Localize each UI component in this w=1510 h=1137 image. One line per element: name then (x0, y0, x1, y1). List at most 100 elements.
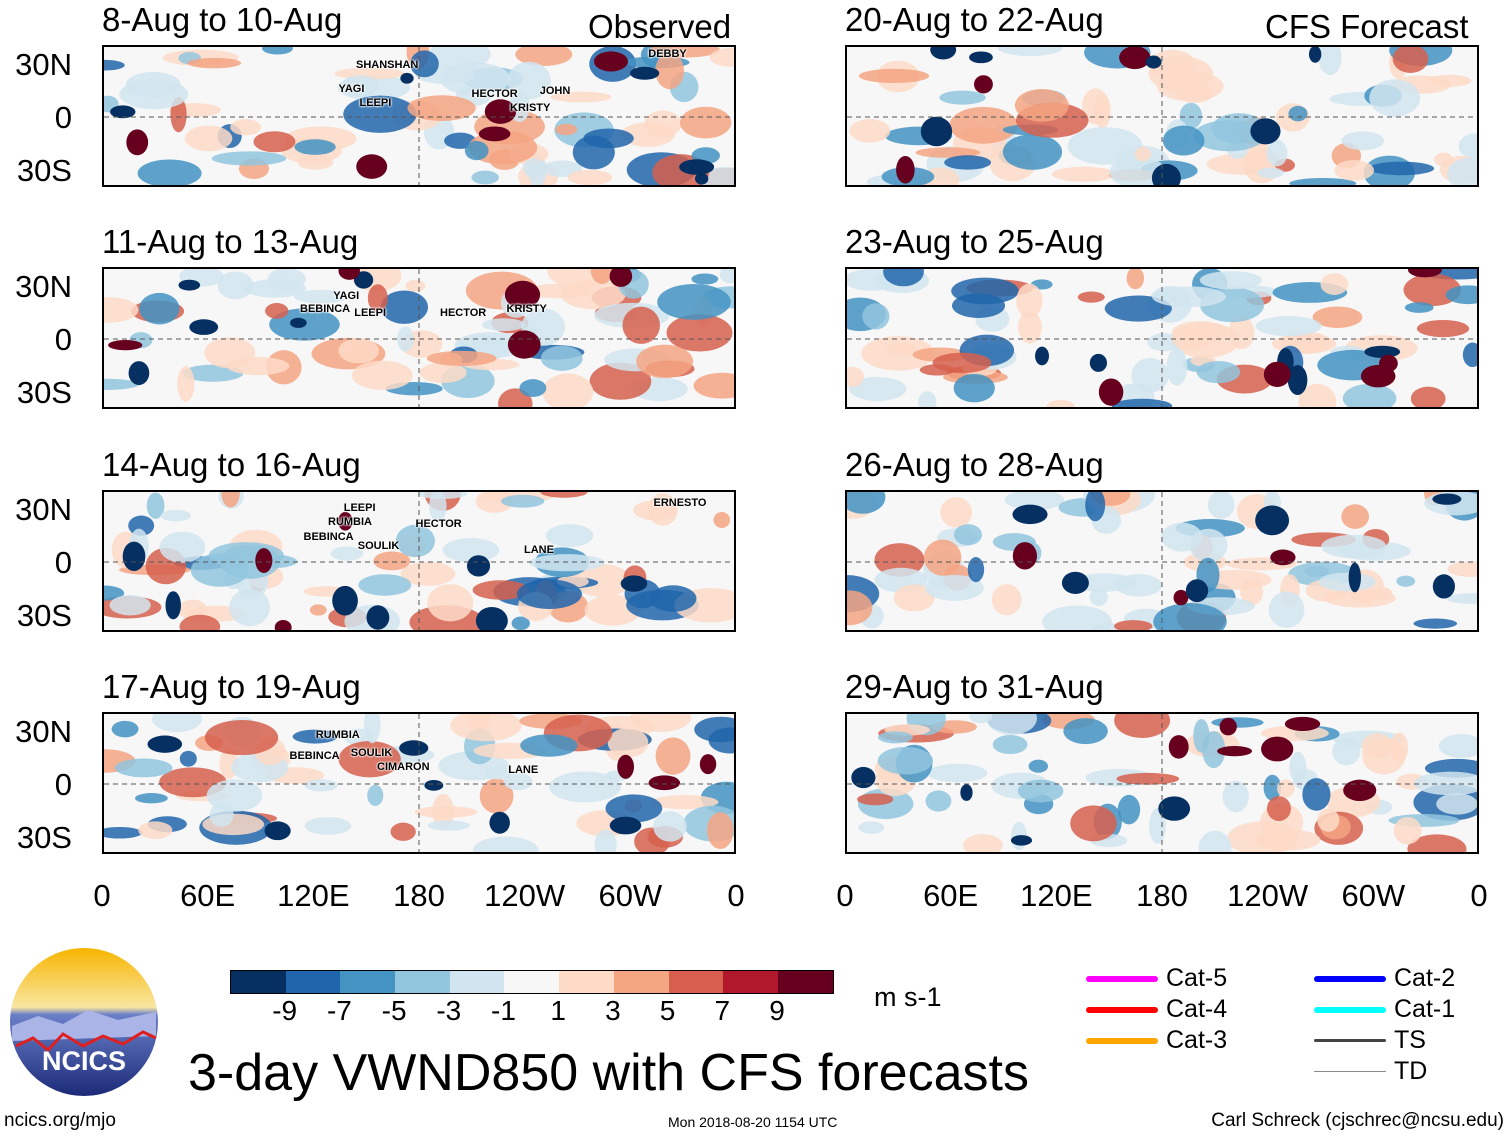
anomaly-contour (992, 734, 1028, 755)
lon-label: 60E (180, 878, 236, 913)
anomaly-contour (877, 746, 934, 775)
anomaly-contour (519, 379, 547, 397)
anomaly-core (1432, 574, 1455, 599)
anomaly-contour (893, 584, 935, 612)
footer-url[interactable]: ncics.org/mjo (4, 1110, 116, 1131)
anomaly-contour (969, 714, 993, 724)
anomaly-contour (338, 740, 401, 778)
anomaly-contour (500, 494, 545, 508)
wind-anomaly-field (104, 47, 734, 185)
anomaly-contour (1166, 347, 1188, 386)
anomaly-contour (426, 350, 497, 366)
lat-label: 30N (15, 269, 72, 304)
storm-label: CIMARON (377, 760, 430, 773)
anomaly-contour (1403, 273, 1462, 307)
storm-label: ERNESTO (653, 496, 707, 509)
anomaly-contour (1063, 718, 1108, 745)
anomaly-contour (221, 492, 240, 508)
anomaly-core (1217, 745, 1253, 757)
anomaly-core (1255, 505, 1290, 536)
anomaly-contour (1257, 167, 1284, 179)
legend-label: Cat-4 (1166, 995, 1228, 1023)
anomaly-contour (104, 59, 125, 71)
anomaly-contour (1196, 360, 1241, 384)
anomaly-contour (1266, 140, 1288, 167)
footer-timestamp: Mon 2018-08-20 1154 UTC (668, 1114, 838, 1130)
anomaly-contour (503, 772, 533, 791)
anomaly-contour (655, 52, 685, 90)
storm-label: YAGI (333, 290, 360, 303)
anomaly-contour (1222, 780, 1249, 813)
anomaly-core (1348, 562, 1361, 593)
anomaly-contour (522, 158, 546, 178)
anomaly-contour (858, 821, 885, 834)
anomaly-contour (583, 128, 634, 149)
map-panel (845, 490, 1479, 632)
anomaly-contour (515, 47, 573, 66)
lat-label: 30S (16, 820, 72, 855)
anomaly-contour (481, 318, 526, 332)
anomaly-contour (1341, 131, 1385, 151)
legend-line-icon (1314, 1039, 1386, 1042)
footer-author: Carl Schreck (cjschrec@ncsu.edu) (1211, 1110, 1504, 1131)
colorbar-tick: 7 (714, 995, 731, 1026)
anomaly-contour (297, 155, 334, 170)
anomaly-contour (1320, 273, 1349, 295)
legend-line-icon (1086, 1037, 1158, 1044)
map-panel: BEBINCA YAGI LEEPI HECTOR KRISTY (102, 267, 736, 409)
anomaly-contour (152, 714, 202, 733)
anomaly-core (110, 105, 136, 119)
wind-anomaly-field (104, 269, 734, 407)
anomaly-core (1343, 779, 1377, 802)
anomaly-contour (923, 539, 962, 576)
lon-label: 120W (484, 878, 566, 913)
storm-label: BEBINCA (300, 303, 351, 316)
anomaly-contour (292, 729, 338, 744)
anomaly-contour (520, 734, 578, 757)
storm-label: LEEPI (354, 306, 387, 319)
anomaly-contour (139, 292, 180, 325)
anomaly-contour (1318, 572, 1376, 592)
anomaly-contour (540, 492, 588, 498)
colorbar-tick: -5 (381, 995, 407, 1026)
anomaly-core (699, 754, 717, 775)
panel-title: 11-Aug to 13-Aug (102, 223, 359, 260)
anomaly-contour (440, 62, 511, 96)
anomaly-contour (709, 47, 734, 67)
anomaly-contour (367, 784, 384, 806)
storm-label: KRISTY (510, 101, 551, 114)
anomaly-core (255, 548, 273, 573)
lon-label: 60W (598, 878, 663, 913)
map-panel (845, 267, 1479, 409)
anomaly-contour (1436, 793, 1477, 815)
legend-line-icon (1314, 975, 1386, 982)
anomaly-contour (862, 303, 890, 330)
anomaly-core (851, 766, 876, 789)
lat-label: 30N (15, 47, 72, 82)
anomaly-contour (217, 271, 254, 300)
ncics-logo: NCICS (10, 948, 158, 1096)
wind-anomaly-field (847, 47, 1477, 185)
legend-label: Cat-2 (1394, 964, 1456, 992)
anomaly-contour (471, 170, 499, 185)
anomaly-contour (309, 604, 327, 616)
anomaly-contour (1317, 808, 1340, 832)
anomaly-core (609, 816, 642, 835)
anomaly-contour (939, 90, 986, 105)
anomaly-core (974, 75, 993, 94)
anomaly-core (1089, 353, 1108, 372)
anomaly-contour (472, 580, 529, 600)
anomaly-contour (358, 574, 412, 596)
anomaly-contour (1277, 779, 1295, 798)
storm-label: LANE (508, 764, 539, 776)
anomaly-contour (1372, 587, 1393, 601)
anomaly-contour (1368, 161, 1435, 176)
anomaly-contour (304, 779, 338, 792)
anomaly-contour (657, 284, 731, 320)
anomaly-contour (1447, 157, 1477, 185)
anomaly-contour (1085, 492, 1106, 522)
anomaly-contour (1089, 588, 1108, 606)
anomaly-contour (343, 95, 417, 133)
anomaly-contour (1117, 794, 1141, 825)
lon-label: 60W (1341, 878, 1406, 913)
